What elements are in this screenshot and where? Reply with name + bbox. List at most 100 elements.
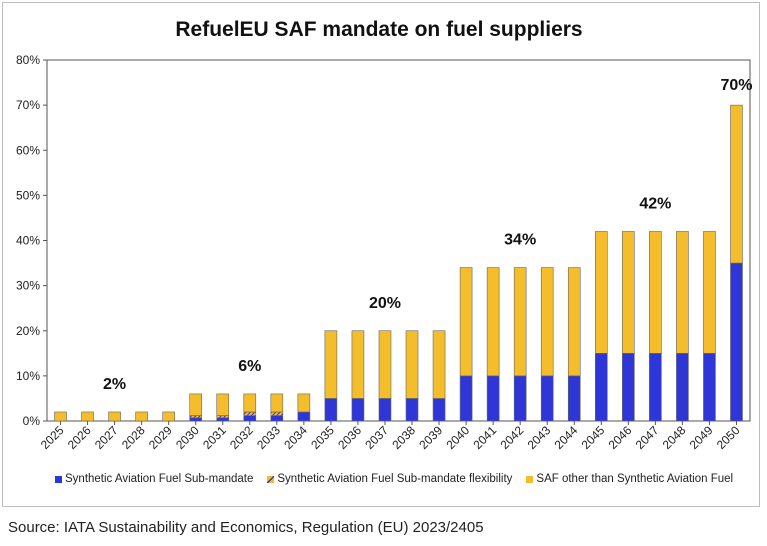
bar-segment-2033-s2 xyxy=(270,393,284,413)
bar-segment-2050-s0 xyxy=(730,262,743,422)
x-tick-label: 2030 xyxy=(173,423,202,452)
bar-segment-2045-s2 xyxy=(594,231,608,354)
bar-segment-2042-s0 xyxy=(513,375,527,422)
legend-item-saf-other: SAF other than Synthetic Aviation Fuel xyxy=(526,473,733,485)
x-tick-label: 2039 xyxy=(416,423,445,452)
bar-segment-2043-s2 xyxy=(540,267,554,377)
x-tick-label: 2037 xyxy=(362,423,391,452)
bar-segment-2040-s0 xyxy=(459,375,473,422)
bar-segment-2037-s0 xyxy=(378,398,392,422)
x-tick-label: 2046 xyxy=(606,423,635,452)
bar-segment-2033-s0 xyxy=(270,415,284,422)
bar-segment-2041-s0 xyxy=(486,375,500,422)
bar-segment-2032-s0 xyxy=(243,415,257,422)
legend-label-flexibility: Synthetic Aviation Fuel Sub-mandate flex… xyxy=(277,473,513,485)
bar-segment-2039-s2 xyxy=(432,330,446,399)
bar-segment-2039-s0 xyxy=(432,398,446,422)
bar-segment-2038-s0 xyxy=(405,398,419,422)
bar-segment-2025-s2 xyxy=(54,411,67,422)
bar-segment-2033-s1 xyxy=(270,411,284,416)
bar-segment-2031-s2 xyxy=(216,393,230,416)
x-tick-label: 2043 xyxy=(525,423,554,452)
x-tick-label: 2049 xyxy=(687,423,716,452)
x-tick-label: 2047 xyxy=(633,423,662,452)
x-tick-label: 2026 xyxy=(65,423,94,452)
x-tick-label: 2028 xyxy=(119,423,148,452)
bar-segment-2036-s2 xyxy=(351,330,365,399)
x-tick-label: 2035 xyxy=(308,423,337,452)
x-tick-label: 2034 xyxy=(281,423,310,452)
x-tick-label: 2025 xyxy=(38,423,67,452)
bar-segment-2037-s2 xyxy=(378,330,392,399)
x-tick-label: 2040 xyxy=(443,423,472,452)
data-label-2027: 2% xyxy=(103,376,126,393)
legend-label-synthetic: Synthetic Aviation Fuel Sub-mandate xyxy=(65,473,254,485)
bar-segment-2032-s1 xyxy=(243,411,257,416)
data-label-2047: 42% xyxy=(639,195,671,212)
bar-segment-2048-s0 xyxy=(676,353,689,422)
x-tick-label: 2038 xyxy=(389,423,418,452)
chart-title: RefuelEU SAF mandate on fuel suppliers xyxy=(175,18,583,41)
bar-segment-2031-s1 xyxy=(216,415,230,419)
bar-segment-2035-s0 xyxy=(324,398,338,422)
bar-segment-2026-s2 xyxy=(81,411,94,422)
y-tick-label: 20% xyxy=(16,324,40,338)
bar-segment-2046-s0 xyxy=(622,353,635,422)
bar-segment-2040-s2 xyxy=(459,267,473,377)
x-tick-label: 2044 xyxy=(552,423,581,452)
y-tick-label: 30% xyxy=(16,279,40,293)
bar-segment-2029-s2 xyxy=(162,411,175,422)
legend-item-synthetic: Synthetic Aviation Fuel Sub-mandate xyxy=(55,473,253,485)
bar-segment-2046-s2 xyxy=(622,231,635,354)
data-label-2032: 6% xyxy=(238,358,261,375)
bar-segment-2030-s1 xyxy=(189,415,203,419)
y-tick-label: 0% xyxy=(23,414,41,428)
data-label-2037: 20% xyxy=(369,295,401,312)
bar-segment-2038-s2 xyxy=(405,330,419,399)
bar-segment-2050-s2 xyxy=(730,104,743,264)
data-label-2050: 70% xyxy=(720,77,752,94)
x-tick-label: 2032 xyxy=(227,423,256,452)
x-tick-label: 2027 xyxy=(92,423,121,452)
bar-segment-2044-s0 xyxy=(567,375,581,422)
bar-segment-2044-s2 xyxy=(567,267,581,377)
legend-label-saf-other: SAF other than Synthetic Aviation Fuel xyxy=(536,473,734,485)
y-tick-label: 40% xyxy=(16,234,40,248)
bar-segment-2045-s0 xyxy=(594,353,608,422)
x-tick-label: 2048 xyxy=(660,423,689,452)
y-tick-label: 50% xyxy=(16,188,40,202)
bar-segment-2042-s2 xyxy=(513,267,527,377)
bar-segment-2049-s2 xyxy=(703,231,716,354)
x-tick-label: 2041 xyxy=(470,423,499,452)
data-label-2042: 34% xyxy=(504,232,536,249)
bar-segment-2034-s0 xyxy=(297,411,311,422)
y-tick-label: 60% xyxy=(16,143,40,157)
bar-segment-2047-s2 xyxy=(649,231,662,354)
bar-segment-2032-s2 xyxy=(243,393,257,413)
x-tick-label: 2031 xyxy=(200,423,229,452)
x-tick-label: 2042 xyxy=(498,423,527,452)
bar-segment-2049-s0 xyxy=(703,353,716,422)
bar-segment-2048-s2 xyxy=(676,231,689,354)
legend: Synthetic Aviation Fuel Sub-mandate Synt… xyxy=(55,473,747,485)
bar-segment-2035-s2 xyxy=(324,330,338,399)
y-tick-label: 70% xyxy=(16,98,40,112)
source-note: Source: IATA Sustainability and Economic… xyxy=(8,519,484,536)
bar-segment-2041-s2 xyxy=(486,267,500,377)
x-tick-label: 2050 xyxy=(714,423,743,452)
legend-swatch-flexibility xyxy=(267,475,275,483)
legend-swatch-saf-other xyxy=(526,475,534,483)
bar-segment-2043-s0 xyxy=(540,375,554,422)
bar-segment-2036-s0 xyxy=(351,398,365,422)
bar-segment-2030-s0 xyxy=(189,417,203,422)
x-tick-label: 2033 xyxy=(254,423,283,452)
legend-item-flexibility: Synthetic Aviation Fuel Sub-mandate flex… xyxy=(267,473,512,485)
x-tick-label: 2029 xyxy=(146,423,175,452)
y-tick-label: 80% xyxy=(16,53,40,67)
bar-segment-2028-s2 xyxy=(135,411,148,422)
x-tick-label: 2045 xyxy=(579,423,608,452)
bar-segment-2027-s2 xyxy=(108,411,121,422)
legend-swatch-synthetic xyxy=(55,475,62,483)
bar-segment-2031-s0 xyxy=(216,417,230,422)
